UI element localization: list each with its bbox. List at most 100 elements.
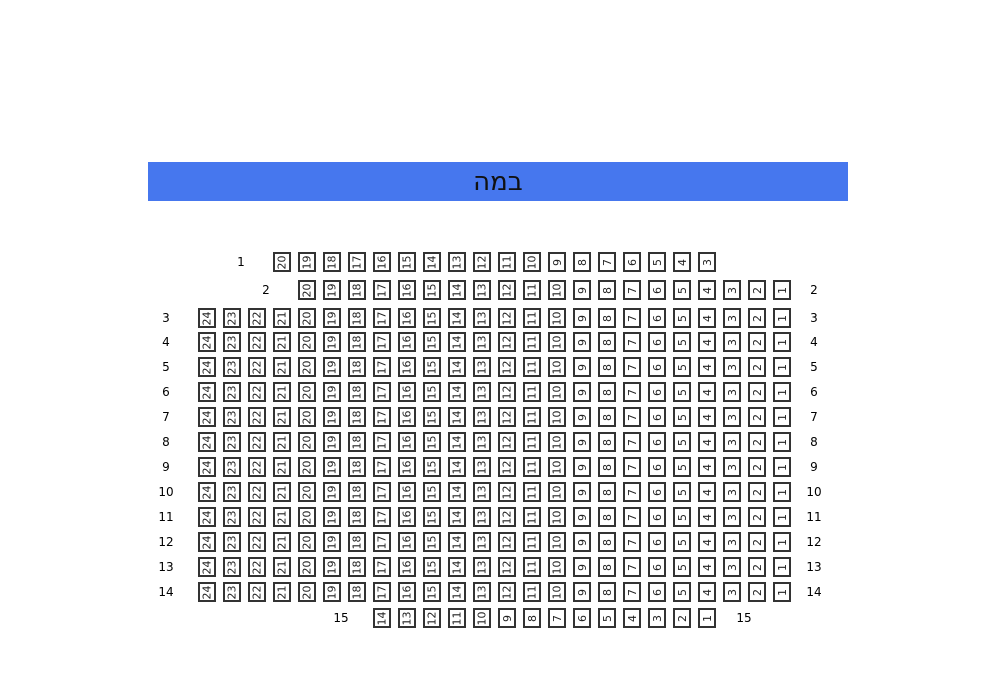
seat[interactable]: 4 (698, 482, 716, 502)
seat[interactable]: 12 (498, 407, 516, 427)
seat[interactable]: 3 (723, 482, 741, 502)
seat[interactable]: 9 (573, 432, 591, 452)
seat[interactable]: 17 (373, 507, 391, 527)
seat[interactable]: 8 (598, 482, 616, 502)
seat[interactable]: 18 (348, 332, 366, 352)
seat[interactable]: 3 (723, 557, 741, 577)
seat[interactable]: 6 (648, 457, 666, 477)
seat[interactable]: 3 (648, 608, 666, 628)
seat[interactable]: 3 (723, 457, 741, 477)
seat[interactable]: 13 (473, 357, 491, 377)
seat[interactable]: 15 (423, 308, 441, 328)
seat[interactable]: 21 (273, 382, 291, 402)
seat[interactable]: 5 (673, 280, 691, 300)
seat[interactable]: 9 (573, 582, 591, 602)
seat[interactable]: 4 (698, 308, 716, 328)
seat[interactable]: 14 (373, 608, 391, 628)
seat[interactable]: 24 (198, 382, 216, 402)
seat[interactable]: 15 (423, 382, 441, 402)
seat[interactable]: 19 (323, 457, 341, 477)
seat[interactable]: 24 (198, 357, 216, 377)
seat[interactable]: 15 (423, 332, 441, 352)
seat[interactable]: 14 (448, 482, 466, 502)
seat[interactable]: 1 (773, 557, 791, 577)
seat[interactable]: 18 (348, 382, 366, 402)
seat[interactable]: 4 (698, 280, 716, 300)
seat[interactable]: 20 (298, 507, 316, 527)
seat[interactable]: 3 (723, 582, 741, 602)
seat[interactable]: 3 (723, 332, 741, 352)
seat[interactable]: 12 (498, 582, 516, 602)
seat[interactable]: 13 (473, 457, 491, 477)
seat[interactable]: 22 (248, 457, 266, 477)
seat[interactable]: 23 (223, 357, 241, 377)
seat[interactable]: 17 (373, 532, 391, 552)
seat[interactable]: 14 (448, 332, 466, 352)
seat[interactable]: 6 (648, 280, 666, 300)
seat[interactable]: 8 (598, 582, 616, 602)
seat[interactable]: 23 (223, 582, 241, 602)
seat[interactable]: 16 (398, 280, 416, 300)
seat[interactable]: 2 (748, 482, 766, 502)
seat[interactable]: 3 (723, 308, 741, 328)
seat[interactable]: 12 (498, 557, 516, 577)
seat[interactable]: 24 (198, 582, 216, 602)
seat[interactable]: 9 (573, 532, 591, 552)
seat[interactable]: 19 (323, 507, 341, 527)
seat[interactable]: 15 (423, 407, 441, 427)
seat[interactable]: 6 (648, 507, 666, 527)
seat[interactable]: 2 (748, 332, 766, 352)
seat[interactable]: 17 (373, 457, 391, 477)
seat[interactable]: 19 (323, 582, 341, 602)
seat[interactable]: 22 (248, 482, 266, 502)
seat[interactable]: 21 (273, 582, 291, 602)
seat[interactable]: 18 (348, 532, 366, 552)
seat[interactable]: 11 (523, 357, 541, 377)
seat[interactable]: 1 (773, 357, 791, 377)
seat[interactable]: 11 (523, 557, 541, 577)
seat[interactable]: 23 (223, 432, 241, 452)
seat[interactable]: 16 (398, 357, 416, 377)
seat[interactable]: 7 (623, 280, 641, 300)
seat[interactable]: 11 (523, 407, 541, 427)
seat[interactable]: 5 (598, 608, 616, 628)
seat[interactable]: 8 (598, 432, 616, 452)
seat[interactable]: 9 (498, 608, 516, 628)
seat[interactable]: 17 (373, 382, 391, 402)
seat[interactable]: 16 (398, 332, 416, 352)
seat[interactable]: 2 (748, 532, 766, 552)
seat[interactable]: 9 (573, 407, 591, 427)
seat[interactable]: 1 (773, 308, 791, 328)
seat[interactable]: 10 (548, 280, 566, 300)
seat[interactable]: 24 (198, 407, 216, 427)
seat[interactable]: 16 (398, 407, 416, 427)
seat[interactable]: 21 (273, 432, 291, 452)
seat[interactable]: 6 (648, 308, 666, 328)
seat[interactable]: 10 (473, 608, 491, 628)
seat[interactable]: 15 (423, 582, 441, 602)
seat[interactable]: 18 (348, 357, 366, 377)
seat[interactable]: 10 (548, 382, 566, 402)
seat[interactable]: 7 (623, 432, 641, 452)
seat[interactable]: 13 (473, 407, 491, 427)
seat[interactable]: 5 (673, 482, 691, 502)
seat[interactable]: 5 (673, 382, 691, 402)
seat[interactable]: 10 (548, 482, 566, 502)
seat[interactable]: 10 (548, 407, 566, 427)
seat[interactable]: 23 (223, 507, 241, 527)
seat[interactable]: 12 (498, 332, 516, 352)
seat[interactable]: 15 (423, 482, 441, 502)
seat[interactable]: 15 (423, 532, 441, 552)
seat[interactable]: 8 (598, 532, 616, 552)
seat[interactable]: 16 (398, 582, 416, 602)
seat[interactable]: 12 (498, 280, 516, 300)
seat[interactable]: 22 (248, 407, 266, 427)
seat[interactable]: 12 (498, 432, 516, 452)
seat[interactable]: 18 (348, 457, 366, 477)
seat[interactable]: 6 (648, 432, 666, 452)
seat[interactable]: 14 (448, 382, 466, 402)
seat[interactable]: 5 (673, 357, 691, 377)
seat[interactable]: 20 (298, 308, 316, 328)
seat[interactable]: 24 (198, 507, 216, 527)
seat[interactable]: 18 (348, 557, 366, 577)
